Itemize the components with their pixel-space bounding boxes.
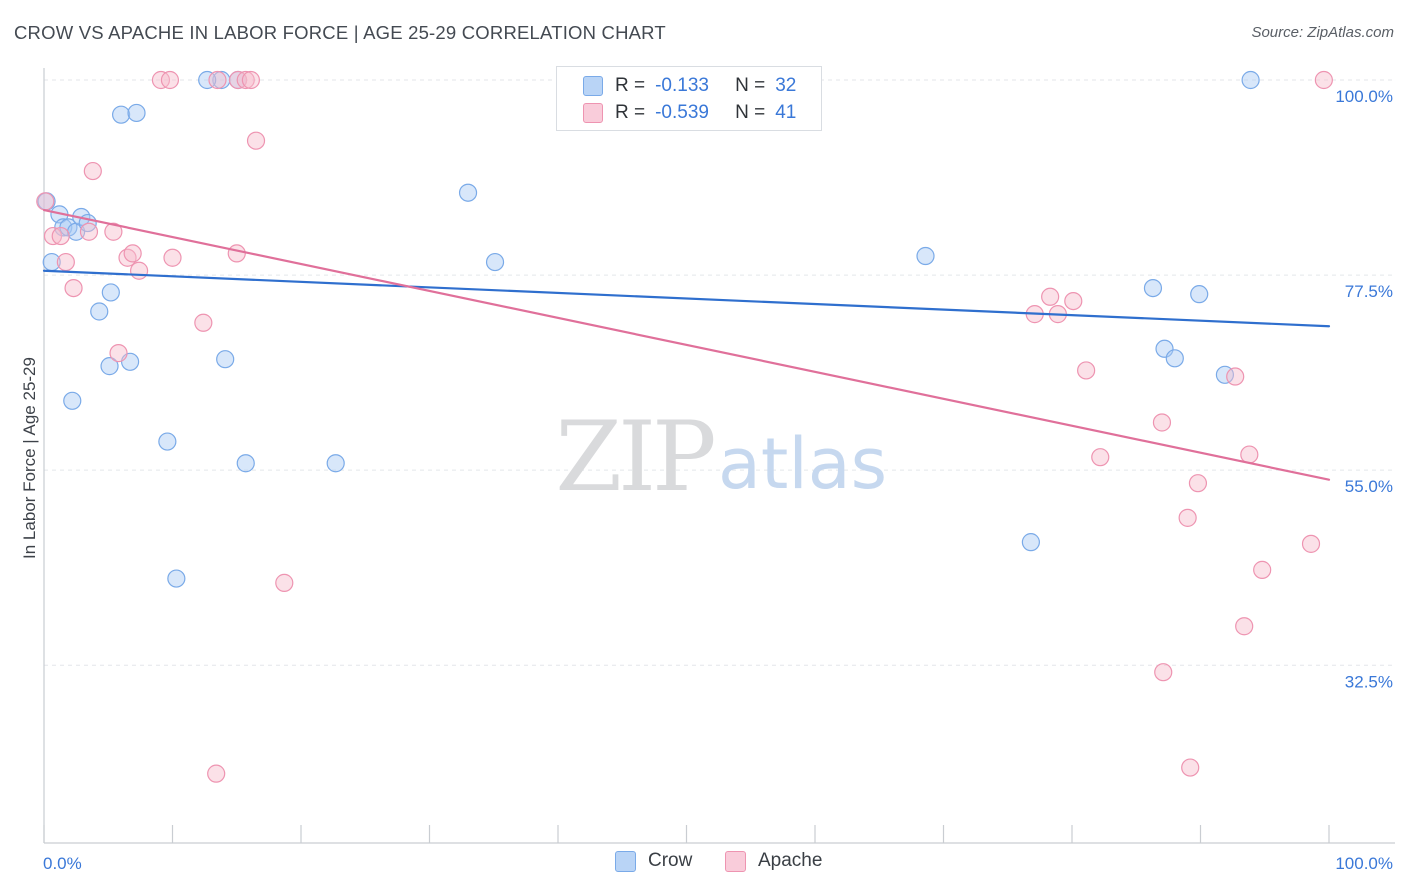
x-tick-label: 0.0% [43,854,82,873]
legend-apache-label: Apache [758,850,823,871]
crow-point [127,103,146,123]
apache-point [194,313,213,332]
crow-point [916,246,935,266]
apache-point [1091,448,1110,467]
y-tick-label: 32.5% [1345,672,1393,691]
apache-point [1240,445,1259,464]
apache-point [64,278,83,298]
crow-point [63,391,82,410]
series-legend: Crow Apache [0,850,1406,880]
apache-point [1314,70,1333,90]
crow-point [111,105,131,124]
crow-point [158,432,177,451]
crow-point [458,183,478,202]
crow-point [1143,278,1163,298]
y-tick-label: 55.0% [1345,477,1393,496]
apache-r-value: -0.539 [655,102,709,123]
legend-crow-swatch [615,850,636,872]
apache-point [1064,291,1083,311]
crow-swatch [583,76,603,96]
crow-trend-line [42,269,1331,328]
crow-point [167,569,186,588]
apache-point [246,131,266,150]
chart-title: CROW VS APACHE IN LABOR FORCE | AGE 25-2… [14,22,666,43]
apache-point [1226,367,1245,386]
crow-point [100,357,119,376]
crow-point [90,302,109,321]
source-label: Source: ZipAtlas.com [1251,24,1394,41]
legend-crow-label: Crow [648,850,693,871]
apache-r-label: R = [615,102,646,123]
apache-point [104,222,123,241]
crow-r-label: R = [615,75,646,96]
apache-point [129,261,149,280]
apache-point [1188,474,1208,493]
x-tick-label: 100.0% [1335,854,1393,873]
legend-item-apache[interactable]: Apache [725,850,822,872]
y-tick-label: 77.5% [1345,282,1393,301]
apache-point [1077,361,1096,380]
apache-point [83,161,102,181]
crow-point [485,252,505,272]
apache-point [236,70,255,90]
crow-point [1021,533,1040,552]
trend-lines [42,208,1331,481]
crow-point [1241,70,1260,90]
apache-trend-line [42,208,1331,481]
apache-point [1041,287,1060,306]
crow-point [236,454,255,473]
apache-point [36,192,55,211]
stats-row-apache: R = -0.539 N = 41 [583,100,796,126]
axes [43,68,1395,844]
crow-point [326,454,345,473]
tick-labels: 100.0% 77.5% 55.0% 32.5% 0.0% 100.0% [43,87,1393,873]
apache-point [1301,534,1321,553]
data-points [36,70,1333,783]
crow-point [198,70,217,90]
watermark: ZIP atlas [555,401,887,513]
apache-point [241,70,260,90]
apache-swatch [583,103,603,123]
legend-apache-swatch [725,850,746,872]
grid-lines [44,79,1395,666]
apache-point [1253,560,1272,579]
apache-point [109,344,128,363]
stats-row-crow: R = -0.133 N = 32 [583,73,796,99]
apache-point [1181,758,1200,777]
apache-n-value: 41 [775,102,797,123]
crow-r-value: -0.133 [655,75,709,96]
apache-point [1178,508,1197,527]
apache-point [51,226,70,246]
crow-point [216,350,235,369]
watermark-atlas: atlas [718,423,887,505]
apache-point [207,764,226,783]
crow-point [101,283,120,302]
apache-point [1154,663,1173,682]
apache-point [1235,617,1254,636]
apache-point [1152,413,1172,432]
apache-point [228,70,248,90]
apache-point [160,70,180,90]
apache-point [208,70,227,90]
apache-point [227,244,246,263]
apache-point [163,248,182,267]
legend-item-crow[interactable]: Crow [615,850,692,872]
apache-point [56,252,75,272]
stats-legend: R = -0.133 N = 32 R = -0.539 N = 41 [556,66,822,131]
y-tick-label: 100.0% [1335,87,1393,106]
crow-n-value: 32 [775,75,797,96]
crow-n-label: N = [735,75,766,96]
watermark-zip: ZIP [555,401,714,513]
apache-n-label: N = [735,102,766,123]
apache-point [79,222,99,241]
crow-point [1165,349,1184,368]
crow-point [1190,285,1209,304]
apache-point [123,244,142,263]
apache-point [43,226,63,246]
apache-point [275,573,294,592]
